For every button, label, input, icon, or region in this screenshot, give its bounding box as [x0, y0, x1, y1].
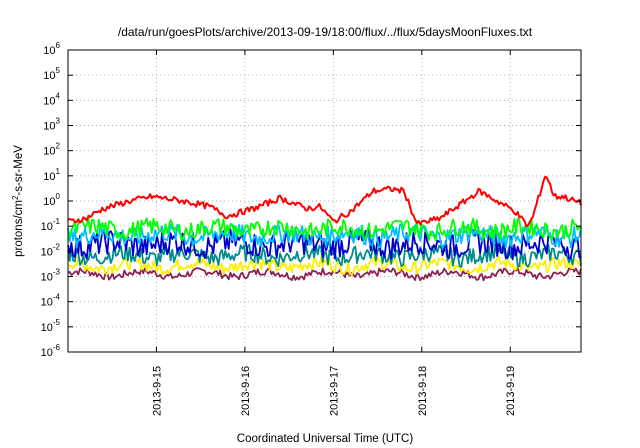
x-tick-label: 2013-9-18 [417, 366, 429, 416]
y-tick-label: 100 [43, 192, 60, 208]
y-tick-label: 102 [43, 142, 60, 158]
y-tick-label: 10-5 [41, 318, 61, 334]
series-line [67, 255, 582, 276]
y-tick-label: 10-3 [41, 268, 61, 284]
chart-title: /data/run/goesPlots/archive/2013-09-19/1… [118, 25, 533, 39]
y-tick-label: 104 [43, 91, 60, 107]
y-axis-ticks: 10-6 10-5 10-4 10-3 10-2 10-1 100 101 102 103 104 1… [41, 41, 581, 359]
x-tick-label: 2013-9-16 [240, 366, 252, 416]
y-tick-label: 10-1 [41, 217, 61, 233]
y-axis-label: protons/cm2-s-sr-MeV [11, 145, 26, 257]
y-tick-label: 10-2 [41, 242, 61, 258]
grid-lines [68, 50, 581, 352]
x-axis-ticks: 2013-9-15 2013-9-16 2013-9-17 2013-9-18 2013… [151, 50, 517, 416]
series-line [67, 175, 582, 227]
series-line [67, 217, 582, 242]
x-tick-label: 2013-9-17 [328, 366, 340, 416]
series-line [67, 267, 582, 282]
y-tick-label: 103 [43, 117, 60, 133]
y-tick-label: 101 [43, 167, 60, 183]
y-tick-label: 106 [43, 41, 60, 57]
x-axis-label: Coordinated Universal Time (UTC) [237, 433, 414, 445]
x-tick-label: 2013-9-19 [505, 366, 517, 416]
y-tick-label: 10-6 [41, 343, 61, 359]
y-tick-label: 105 [43, 66, 60, 82]
y-tick-label: 10-4 [41, 293, 61, 309]
data-series [67, 175, 582, 282]
x-tick-label: 2013-9-15 [151, 366, 163, 416]
